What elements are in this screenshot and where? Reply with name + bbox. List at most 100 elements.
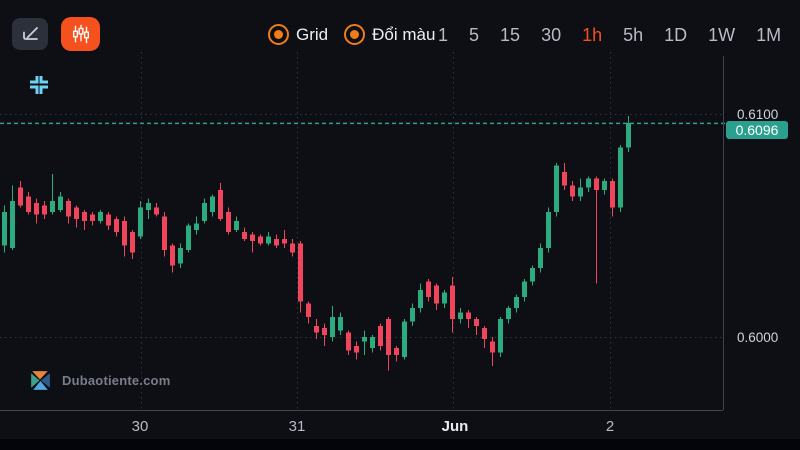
timeframe-button-1[interactable]: 1 xyxy=(438,25,449,45)
candle-body xyxy=(170,245,175,266)
candle-body xyxy=(322,328,327,335)
candle-body xyxy=(114,218,119,233)
candle-body xyxy=(570,185,575,197)
last-price-badge: 0.6096 xyxy=(726,120,788,139)
candle-body xyxy=(386,319,391,355)
candle-body xyxy=(66,200,71,217)
candle-body xyxy=(618,147,623,208)
candlestick-icon xyxy=(72,24,89,44)
candle-body xyxy=(178,247,183,264)
candle-body xyxy=(258,236,263,244)
candle-body xyxy=(34,203,39,215)
time-axis-label: Jun xyxy=(442,418,469,435)
candle-body xyxy=(506,308,511,320)
candle-body xyxy=(26,196,31,213)
candle-body xyxy=(442,292,447,304)
candle-body xyxy=(98,212,103,222)
candle-body xyxy=(10,200,15,248)
price-axis-label: 0.6000 xyxy=(737,330,778,345)
candle-body xyxy=(586,178,591,188)
grid-toggle-label: Grid xyxy=(296,24,329,44)
timeframe-button-1W[interactable]: 1W xyxy=(708,25,736,45)
candle-body xyxy=(514,296,519,309)
candle-body xyxy=(42,205,47,215)
candle-body xyxy=(274,238,279,246)
timeframe-button-5h[interactable]: 5h xyxy=(623,25,644,45)
candle-body xyxy=(394,348,399,355)
candle-body xyxy=(434,285,439,304)
timeframe-button-1D[interactable]: 1D xyxy=(664,25,688,45)
change-color-toggle-label: Đổi màu xyxy=(372,24,436,44)
candle-body xyxy=(418,290,423,309)
candle-body xyxy=(450,285,455,320)
candle-body xyxy=(610,180,615,208)
bottom-strip xyxy=(0,439,800,450)
line-chart-icon xyxy=(23,27,38,40)
candle-body xyxy=(250,234,255,242)
change-color-toggle[interactable]: Đổi màu xyxy=(344,24,435,45)
timeframe-button-1h[interactable]: 1h xyxy=(582,25,603,45)
watermark-text: Dubaotiente.com xyxy=(62,373,171,388)
candle-body xyxy=(18,187,23,206)
watermark: Dubaotiente.com xyxy=(27,367,170,394)
grid-toggle[interactable]: Grid xyxy=(268,24,328,45)
candle-body xyxy=(410,308,415,322)
candle-body xyxy=(594,178,599,190)
candle-body xyxy=(426,281,431,297)
candle-body xyxy=(218,189,223,219)
candle-body xyxy=(130,232,135,253)
candle-body xyxy=(498,319,503,353)
candle-body xyxy=(482,328,487,340)
chart-option-toggles: Grid Đổi màu xyxy=(268,24,435,45)
candle-body xyxy=(602,180,607,190)
candlestick-chart-type-button[interactable] xyxy=(61,17,100,51)
candle-body xyxy=(242,232,247,239)
candle-body xyxy=(194,223,199,230)
focus-corners-icon[interactable] xyxy=(26,71,52,98)
line-chart-type-button[interactable] xyxy=(12,18,48,50)
candle-body xyxy=(202,203,207,222)
candle-body xyxy=(210,196,215,213)
candle-body xyxy=(490,341,495,353)
candle-body xyxy=(338,316,343,331)
candle-body xyxy=(74,207,79,219)
timeframe-button-5[interactable]: 5 xyxy=(469,25,480,45)
candle-body xyxy=(162,216,167,251)
timeframe-button-15[interactable]: 15 xyxy=(500,25,521,45)
candle-body xyxy=(314,325,319,333)
candle-body xyxy=(562,171,567,186)
timeframe-button-30[interactable]: 30 xyxy=(541,25,562,45)
candle-body xyxy=(578,187,583,197)
candle-body xyxy=(90,214,95,222)
candle-body xyxy=(362,337,367,342)
candle-body xyxy=(330,316,335,337)
candle-body xyxy=(234,221,239,230)
candle-body xyxy=(146,203,151,210)
candle-body xyxy=(106,214,111,226)
candle-body xyxy=(474,319,479,326)
candle-body xyxy=(346,332,351,351)
candle-body xyxy=(306,303,311,317)
candle-body xyxy=(538,247,543,268)
candle-body xyxy=(138,207,143,237)
time-axis-label: 2 xyxy=(606,418,614,435)
grid-toggle-radio-icon xyxy=(268,24,289,45)
candle-body xyxy=(82,212,87,222)
timeframe-button-1M[interactable]: 1M xyxy=(756,25,782,45)
price-axis-label: 0.6100 xyxy=(737,107,778,122)
candle-body xyxy=(554,165,559,213)
time-axis-label: 30 xyxy=(132,418,149,435)
candle-body xyxy=(186,225,191,251)
candle-body xyxy=(298,243,303,302)
candle-body xyxy=(58,196,63,210)
candle-body xyxy=(370,337,375,349)
candle-body xyxy=(378,325,383,346)
candle-body xyxy=(626,122,631,148)
candle-body xyxy=(122,221,127,246)
candle-body xyxy=(50,200,55,213)
candle-body xyxy=(290,243,295,253)
candle-body xyxy=(226,212,231,233)
watermark-logo-icon xyxy=(31,371,50,390)
